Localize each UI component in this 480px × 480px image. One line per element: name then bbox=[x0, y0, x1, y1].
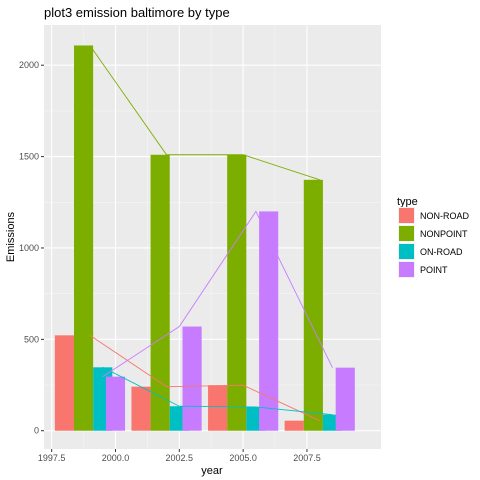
legend-swatch-non-road bbox=[399, 208, 414, 223]
x-tick-label: 1997.5 bbox=[38, 453, 66, 463]
x-tick-label: 2005.0 bbox=[229, 453, 257, 463]
y-tick-label: 500 bbox=[24, 334, 39, 344]
y-tick-label: 0 bbox=[34, 426, 39, 436]
line-nonpoint bbox=[89, 45, 320, 181]
legend-label-point: POINT bbox=[420, 265, 448, 275]
legend-swatch-point bbox=[399, 262, 414, 277]
x-axis-title: year bbox=[201, 465, 223, 477]
bar-non-road bbox=[131, 386, 151, 431]
legend: type NON-ROAD NONPOINT ON-ROAD POINT bbox=[397, 196, 469, 278]
legend-swatch-on-road bbox=[399, 244, 414, 259]
bar-point bbox=[259, 211, 279, 431]
y-tick-label: 2000 bbox=[19, 60, 39, 70]
bar-non-road bbox=[54, 335, 74, 431]
major-gridlines bbox=[44, 25, 381, 449]
bar-nonpoint bbox=[73, 45, 94, 431]
line-on-road bbox=[102, 366, 333, 416]
bar-nonpoint bbox=[150, 154, 170, 431]
bar-point bbox=[182, 326, 202, 431]
bar-non-road bbox=[208, 385, 228, 431]
legend-title: type bbox=[397, 196, 418, 208]
bar-nonpoint bbox=[227, 154, 247, 431]
lines-layer bbox=[89, 45, 333, 422]
legend-swatch-nonpoint bbox=[399, 226, 414, 241]
x-tick-label: 2002.5 bbox=[166, 453, 194, 463]
y-tick-label: 1000 bbox=[19, 243, 39, 253]
line-point bbox=[102, 210, 333, 378]
chart-title: plot3 emission baltimore by type bbox=[44, 5, 230, 20]
x-tick-label: 2007.5 bbox=[293, 453, 321, 463]
y-axis-title: Emissions bbox=[5, 211, 17, 262]
bars-layer bbox=[54, 45, 355, 431]
bar-point bbox=[105, 376, 126, 431]
x-tick-label: 2000.0 bbox=[102, 453, 130, 463]
line-non-road bbox=[89, 334, 320, 422]
x-axis-ticks: 1997.5 2000.0 2002.5 2005.0 2007.5 bbox=[38, 449, 321, 463]
bar-nonpoint bbox=[303, 179, 323, 431]
legend-label-non-road: NON-ROAD bbox=[420, 211, 469, 221]
y-axis-ticks: 0 500 1000 1500 2000 bbox=[19, 60, 44, 436]
legend-label-nonpoint: NONPOINT bbox=[420, 229, 468, 239]
bar-point bbox=[335, 367, 355, 431]
y-tick-label: 1500 bbox=[19, 152, 39, 162]
legend-label-on-road: ON-ROAD bbox=[420, 247, 463, 257]
bar-non-road bbox=[284, 420, 304, 431]
